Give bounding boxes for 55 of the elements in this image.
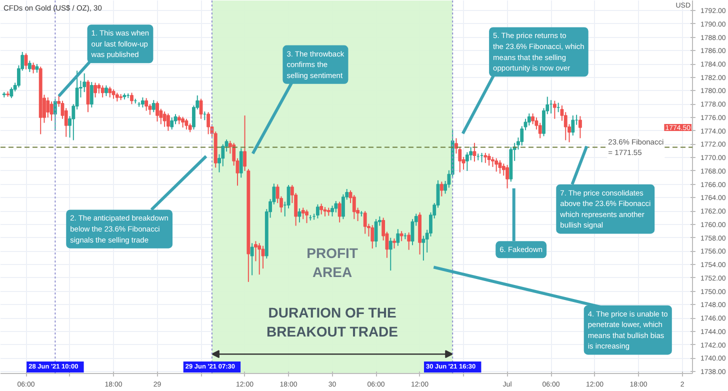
candlestick: [140, 96, 144, 108]
candlestick: [392, 238, 396, 249]
candlestick: [184, 118, 188, 130]
candlestick: [363, 210, 367, 234]
candlestick: [305, 209, 308, 224]
candlestick: [338, 201, 342, 223]
candlestick: [206, 112, 210, 135]
candlestick: [144, 98, 148, 112]
candlestick: [152, 100, 156, 113]
candlestick: [388, 237, 392, 272]
candlestick: [334, 200, 338, 213]
candlestick: [396, 228, 400, 246]
candlestick: [90, 82, 94, 108]
candlestick: [301, 207, 305, 220]
candlestick: [50, 100, 54, 122]
candlestick: [490, 156, 494, 168]
candlestick: [400, 230, 404, 242]
candlestick: [506, 164, 509, 189]
candlestick: [407, 232, 411, 250]
candlestick: [100, 84, 104, 98]
candlestick: [258, 242, 262, 276]
candlestick: [298, 208, 302, 223]
candlestick: [108, 86, 112, 98]
candlestick: [250, 242, 254, 276]
candlestick: [370, 224, 374, 249]
candlestick: [571, 114, 575, 136]
candlestick: [166, 112, 170, 132]
candlestick: [330, 205, 334, 217]
candlestick: [130, 92, 134, 105]
candlestick: [97, 82, 101, 94]
candlestick: [472, 142, 476, 162]
candlestick: [32, 62, 36, 74]
candlestick: [181, 116, 185, 128]
candlestick: [440, 181, 444, 197]
candlestick: [494, 158, 498, 172]
candlestick: [320, 203, 324, 215]
annotation: DURATION OF THE BREAKOUT TRADE: [266, 304, 398, 340]
candlestick: [487, 153, 491, 166]
candlestick: [498, 160, 502, 174]
candlestick: [10, 86, 14, 99]
candlestick: [352, 194, 356, 220]
candlestick: [104, 84, 108, 97]
band-label: PROFIT AREA: [306, 244, 358, 280]
candlestick: [170, 116, 174, 130]
candlestick: [28, 60, 32, 73]
candlestick: [46, 96, 50, 118]
candlestick: [527, 112, 531, 126]
candlestick: [239, 148, 243, 178]
candlestick: [94, 82, 98, 98]
candlestick: [162, 110, 166, 128]
candlestick: [552, 100, 556, 120]
candlestick: [578, 116, 582, 139]
candlestick: [316, 204, 320, 219]
candlestick: [156, 100, 159, 122]
candlestick: [484, 152, 488, 164]
